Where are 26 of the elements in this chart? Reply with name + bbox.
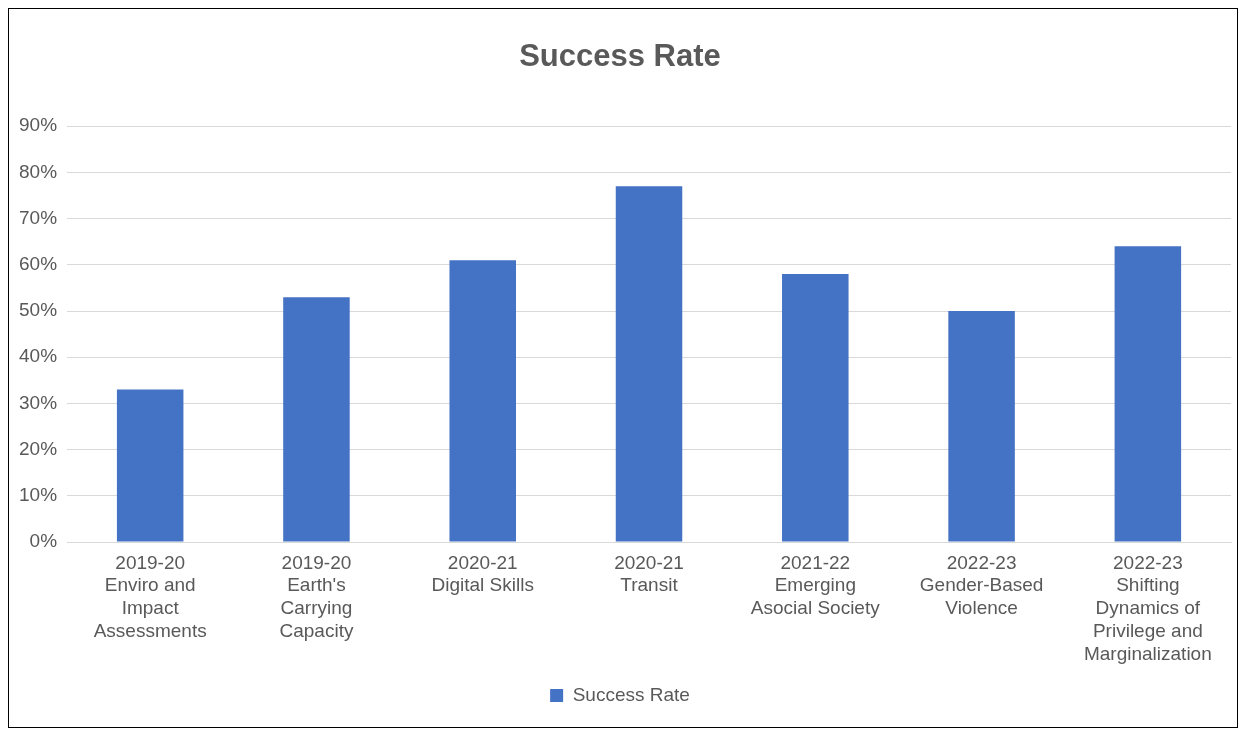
bar — [449, 260, 516, 542]
y-tick-label: 40% — [19, 345, 58, 367]
x-tick-label: 2020-21 Digital Skills — [431, 551, 534, 596]
x-tick-label: 2019-20 Earth's Carrying Capacity — [279, 551, 354, 642]
y-tick-label: 60% — [19, 253, 58, 275]
bar — [283, 297, 350, 542]
bar — [116, 389, 184, 542]
bar — [1114, 246, 1182, 542]
x-tick-label: 2021-22 Emerging Asocial Society — [750, 551, 881, 619]
x-tick-label: 2022-23 Shifting Dynamics of Privilege and Marginalization — [1083, 551, 1212, 664]
y-tick-label: 80% — [19, 160, 58, 182]
y-tick-label: 10% — [19, 484, 58, 506]
bar — [615, 186, 683, 542]
x-tick-label: 2019-20 Enviro and Impact Assessments — [93, 551, 207, 642]
y-tick-label: 50% — [19, 299, 58, 321]
chart-title: Success Rate — [519, 38, 721, 74]
y-tick-label: 70% — [19, 206, 58, 228]
bar — [782, 274, 849, 542]
y-tick-label: 20% — [19, 437, 58, 459]
y-tick-label: 0% — [29, 530, 58, 552]
x-tick-label: 2022-23 Gender-Based Violence — [919, 551, 1044, 619]
bar — [948, 311, 1015, 542]
y-tick-label: 90% — [19, 114, 58, 136]
x-tick-label: 2020-21 Transit — [614, 551, 684, 596]
y-tick-label: 30% — [19, 391, 58, 413]
legend-label: Success Rate — [572, 683, 690, 705]
